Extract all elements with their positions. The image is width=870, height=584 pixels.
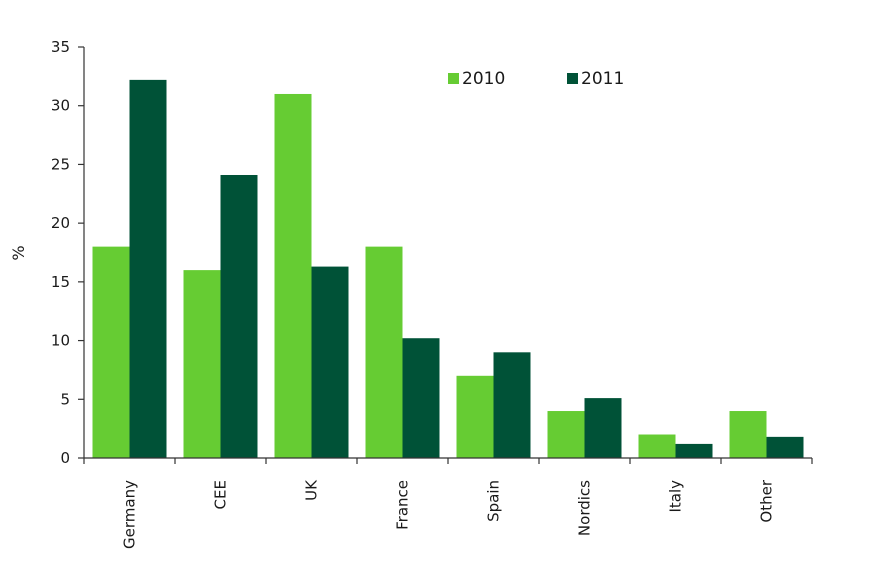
x-tick-label: France bbox=[394, 480, 412, 530]
y-tick-label: 30 bbox=[51, 97, 70, 115]
legend-label-2010: 2010 bbox=[462, 69, 505, 89]
bar-uk-2011 bbox=[311, 266, 349, 458]
bar-nordics-2010 bbox=[547, 411, 585, 458]
y-tick-label: 0 bbox=[60, 449, 70, 467]
x-tick-label: Nordics bbox=[576, 480, 594, 536]
legend-label-2011: 2011 bbox=[581, 69, 624, 89]
bar-germany-2011 bbox=[129, 79, 167, 458]
bar-other-2011 bbox=[766, 436, 804, 458]
y-tick-label: 10 bbox=[51, 332, 70, 350]
legend-swatch-2011 bbox=[567, 73, 578, 84]
x-tick-label: CEE bbox=[212, 480, 230, 509]
y-axis: 0 5 10 15 20 25 30 35 bbox=[51, 38, 85, 467]
bar-france-2010 bbox=[365, 246, 403, 458]
y-tick-label: 15 bbox=[51, 273, 70, 291]
y-tick-label: 5 bbox=[60, 390, 70, 408]
bar-italy-2010 bbox=[638, 434, 676, 458]
y-axis-title: % bbox=[9, 245, 28, 260]
bar-italy-2011 bbox=[675, 443, 713, 458]
bar-uk-2010 bbox=[274, 93, 312, 458]
bar-cee-2011 bbox=[220, 174, 258, 459]
y-tick-label: 20 bbox=[51, 214, 70, 232]
x-tick-label: UK bbox=[303, 479, 321, 501]
bar-spain-2010 bbox=[456, 375, 494, 458]
bar-spain-2011 bbox=[493, 352, 531, 458]
x-axis: Germany CEE UK France Spain Nordics Italy Other bbox=[83, 457, 813, 549]
bar-nordics-2011 bbox=[584, 398, 622, 458]
legend-swatch-2010 bbox=[448, 73, 459, 84]
y-tick-label: 25 bbox=[51, 155, 70, 173]
legend: 2010 2011 bbox=[448, 69, 624, 89]
x-tick-label: Spain bbox=[485, 480, 503, 522]
x-tick-label: Other bbox=[758, 479, 776, 522]
y-tick-label: 35 bbox=[51, 38, 70, 56]
bar-cee-2010 bbox=[183, 270, 221, 458]
bar-france-2011 bbox=[402, 338, 440, 458]
bars bbox=[92, 79, 804, 459]
bar-other-2010 bbox=[729, 411, 767, 458]
x-tick-label: Italy bbox=[667, 480, 685, 513]
bar-germany-2010 bbox=[92, 246, 130, 458]
x-tick-label: Germany bbox=[121, 480, 139, 549]
